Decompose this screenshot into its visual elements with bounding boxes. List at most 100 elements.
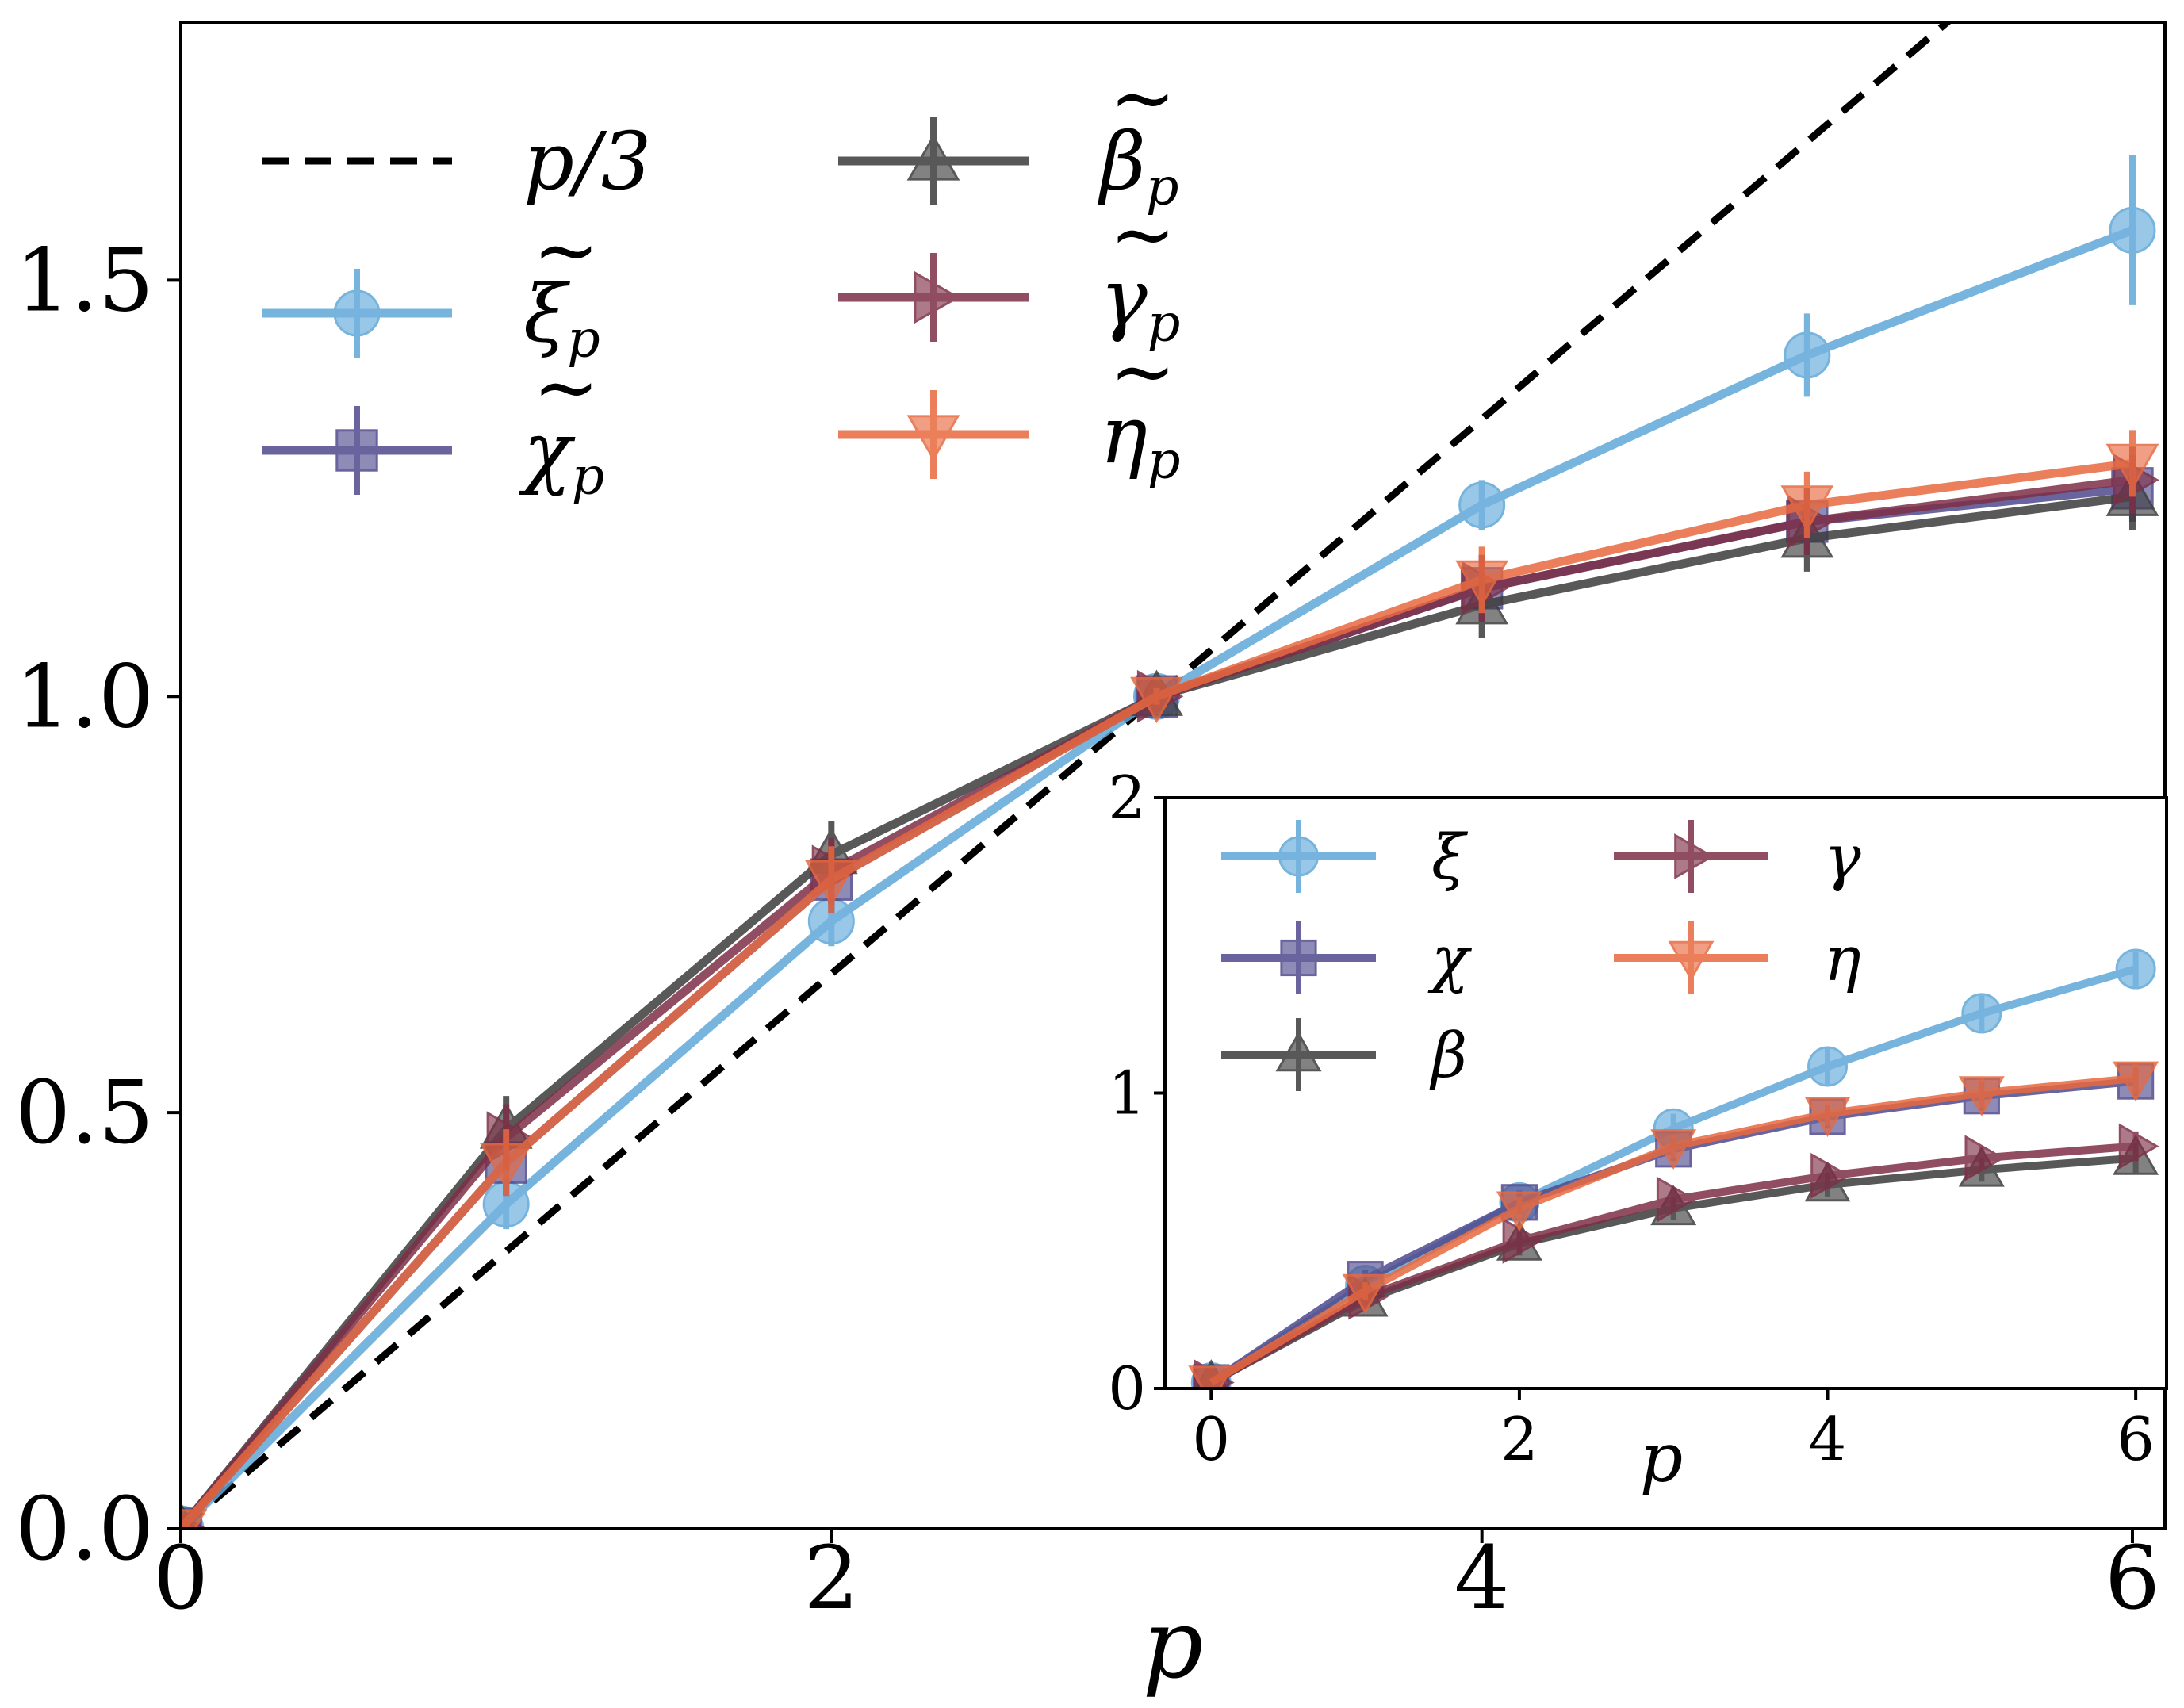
inset-legend-item-eta: η xyxy=(1614,921,1861,995)
main-legend-item-xi-p: ξp~ xyxy=(262,204,600,370)
inset-legend-marker-eta xyxy=(1668,940,1715,982)
main-legend-label-p-over-3: p/3 xyxy=(523,115,651,208)
inset-legend-marker-gamma xyxy=(1674,833,1715,879)
main-legend-item-chi-p: χp~ xyxy=(262,341,604,507)
inset-y-tick-label-0: 0 xyxy=(1108,1354,1146,1423)
inset-point-eta-3 xyxy=(1650,1129,1697,1170)
main-y-tick-label-2: 1.0 xyxy=(15,645,154,747)
main-point-xi-4 xyxy=(1458,481,1506,529)
main-legend-tilde-beta-p: ~ xyxy=(1109,52,1176,144)
inset-legend-label-gamma: γ xyxy=(1824,822,1861,894)
inset-x-tick-label-0: 0 xyxy=(1192,1404,1230,1474)
inset-point-gamma-4 xyxy=(1810,1152,1851,1199)
main-legend-handle-eta-p xyxy=(838,390,1029,479)
main-y-tick-label-1: 0.5 xyxy=(15,1062,154,1163)
main-legend-subscript-gamma-p: p xyxy=(1148,294,1181,354)
main-x-tick-label-1: 2 xyxy=(803,1527,859,1629)
main-legend-tilde-xi-p: ~ xyxy=(533,204,600,297)
main-legend-item-beta-p: βp~ xyxy=(838,52,1178,217)
inset-frame xyxy=(1163,796,2168,1390)
inset-legend-handle-eta xyxy=(1614,921,1768,994)
main-legend-handle-beta-p xyxy=(838,117,1029,205)
main-legend-marker-eta-p xyxy=(906,415,960,461)
main-legend-subscript-chi-p: p xyxy=(572,447,605,507)
inset-point-gamma-2 xyxy=(1502,1217,1543,1264)
inset-panel: 0 2 4 6 0 1 2 p ξχβ γη xyxy=(1108,763,2168,1498)
main-legend-subscript-eta-p: p xyxy=(1148,431,1181,491)
main-legend-item-eta-p: ηp~ xyxy=(838,325,1181,491)
inset-point-gamma-5 xyxy=(1964,1135,2006,1181)
inset-point-gamma-3 xyxy=(1656,1176,1697,1223)
main-point-eta-3 xyxy=(1130,676,1183,724)
main-legend-label-chi-p: χp xyxy=(519,404,604,507)
inset-point-eta-6 xyxy=(2113,1061,2159,1102)
inset-legend-item-beta: β xyxy=(1221,1018,1467,1092)
inset-legend-label-xi: ξ xyxy=(1431,822,1469,894)
inset-tick-layer: 0 2 4 6 0 1 2 xyxy=(1108,763,2155,1474)
main-legend-tilde-gamma-p: ~ xyxy=(1109,188,1176,281)
main-y-tick-label-3: 1.5 xyxy=(15,229,154,331)
main-series-eta xyxy=(181,430,2159,1529)
main-point-xi-6 xyxy=(2109,206,2156,254)
main-legend-subscript-beta-p: p xyxy=(1146,158,1179,217)
main-legend-marker-xi-p xyxy=(333,289,381,337)
main-frame xyxy=(179,21,2167,1530)
main-y-tick-label-0: 0.0 xyxy=(15,1478,154,1580)
inset-point-eta-5 xyxy=(1958,1076,2005,1116)
inset-legend-marker-beta xyxy=(1275,1031,1322,1072)
inset-y-tick-label-2: 2 xyxy=(1108,763,1146,833)
inset-legend-item-chi: χ xyxy=(1221,921,1473,995)
inset-legend-handle-gamma xyxy=(1614,820,1768,893)
inset-legend: ξχβ γη xyxy=(1221,820,1861,1092)
inset-legend-item-gamma: γ xyxy=(1614,820,1861,894)
inset-point-gamma-6 xyxy=(2118,1123,2159,1170)
main-point-eta-6 xyxy=(2105,443,2159,491)
inset-y-tick-label-1: 1 xyxy=(1108,1059,1146,1128)
inset-legend-handle-chi xyxy=(1221,921,1376,994)
main-point-eta-4 xyxy=(1455,560,1509,607)
main-point-eta-1 xyxy=(479,1143,533,1189)
inset-legend-label-eta: η xyxy=(1824,924,1861,995)
main-point-xi-5 xyxy=(1784,331,1831,379)
main-legend-subscript-xi-p: p xyxy=(567,310,600,370)
inset-point-eta-0 xyxy=(1188,1365,1235,1388)
main-legend-handle-gamma-p xyxy=(838,253,1029,342)
main-legend-marker-gamma-p xyxy=(914,270,960,324)
main-legend-marker-beta-p xyxy=(906,134,960,181)
main-legend-item-p-over-3: p/3 xyxy=(262,115,651,208)
inset-point-eta-4 xyxy=(1804,1097,1851,1138)
inset-legend-marker-chi xyxy=(1280,939,1317,977)
main-x-axis-label: p xyxy=(1143,1590,1204,1700)
inset-legend-label-beta: β xyxy=(1429,1021,1467,1092)
inset-legend-handle-xi xyxy=(1221,820,1376,893)
main-x-tick-label-2: 4 xyxy=(1454,1527,1510,1629)
main-point-eta-5 xyxy=(1780,485,1834,532)
main-legend-tilde-chi-p: ~ xyxy=(533,341,600,434)
inset-point-xi-6 xyxy=(2115,948,2156,990)
main-legend-marker-chi-p xyxy=(335,429,378,472)
inset-x-tick-label-2: 4 xyxy=(1809,1404,1847,1474)
inset-legend-label-chi: χ xyxy=(1427,924,1473,995)
main-legend-handle-chi-p xyxy=(262,406,452,495)
main-legend-tilde-eta-p: ~ xyxy=(1109,325,1176,418)
inset-legend-marker-xi xyxy=(1278,836,1319,877)
inset-x-tick-label-3: 6 xyxy=(2117,1404,2155,1474)
inset-point-eta-2 xyxy=(1496,1191,1542,1232)
main-tick-layer: 0 2 4 6 0.0 0.5 1.0 1.5 xyxy=(15,229,2160,1629)
inset-plot-layer xyxy=(1188,948,2159,1388)
main-x-tick-label-3: 6 xyxy=(2105,1527,2160,1629)
inset-x-tick-label-1: 2 xyxy=(1500,1404,1538,1474)
inset-x-axis-label: p xyxy=(1640,1419,1683,1498)
main-point-eta-0 xyxy=(181,1509,208,1529)
inset-series-eta xyxy=(1188,1061,2159,1388)
main-legend-item-gamma-p: γp~ xyxy=(838,188,1180,354)
main-x-tick-label-0: 0 xyxy=(153,1527,209,1629)
main-legend: p/3ξp~χp~βp~γp~ηp~ xyxy=(262,52,1181,507)
inset-point-eta-1 xyxy=(1342,1273,1389,1315)
inset-legend-handle-beta xyxy=(1221,1018,1376,1091)
inset-point-xi-4 xyxy=(1807,1046,1849,1087)
inset-legend-item-xi: ξ xyxy=(1221,820,1469,894)
main-plot-layer xyxy=(181,22,2159,1529)
inset-point-xi-5 xyxy=(1961,993,2002,1034)
